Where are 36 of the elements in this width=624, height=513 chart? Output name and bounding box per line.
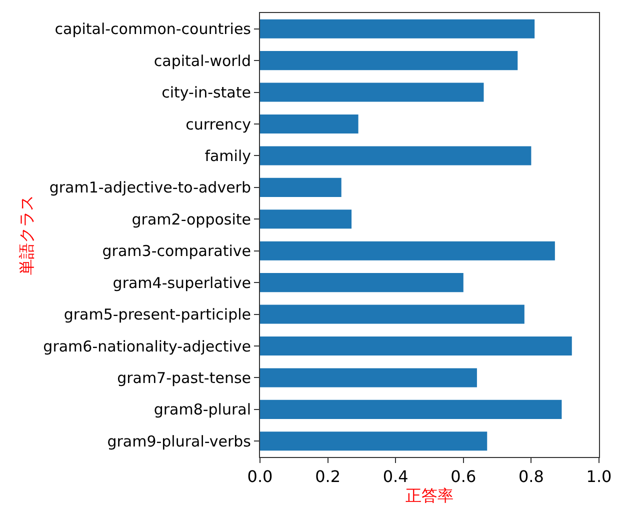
x-tick-label: 0.2 <box>315 467 341 486</box>
bar <box>260 51 518 70</box>
bar <box>260 273 464 292</box>
y-tick-label: gram6-nationality-adjective <box>43 337 251 356</box>
y-tick-label: capital-common-countries <box>54 20 252 38</box>
bar <box>260 146 532 166</box>
bar <box>260 368 477 388</box>
y-tick-label: gram5-present-participle <box>64 306 251 324</box>
bar <box>260 336 572 356</box>
y-tick-label: capital-world <box>154 52 251 70</box>
bar <box>260 304 524 324</box>
bar <box>260 241 555 260</box>
y-tick-label: gram8-plural <box>154 400 251 419</box>
bar <box>260 19 535 38</box>
y-tick-label: gram2-opposite <box>132 210 251 228</box>
x-tick-label: 0.4 <box>382 467 408 486</box>
bar <box>260 432 488 451</box>
x-tick-label: 0.6 <box>450 467 476 486</box>
y-tick-label: city-in-state <box>162 84 251 102</box>
bar <box>260 400 562 419</box>
x-tick-label: 0.8 <box>518 467 544 486</box>
x-tick-label: 0.0 <box>247 467 273 486</box>
y-tick-label: gram9-plural-verbs <box>107 432 252 450</box>
y-tick-label: currency <box>186 115 252 134</box>
y-tick-label: gram4-superlative <box>112 274 251 292</box>
y-tick-label: gram7-past-tense <box>117 368 251 387</box>
y-tick-label: family <box>204 146 252 165</box>
y-axis-title: 単語クラス <box>17 195 36 275</box>
y-tick-label: gram3-comparative <box>102 242 251 260</box>
bar <box>260 210 352 229</box>
bar <box>260 82 484 102</box>
bar <box>260 178 342 197</box>
x-axis-title: 正答率 <box>406 486 454 506</box>
x-tick-label: 1.0 <box>586 467 612 486</box>
bar <box>260 114 358 134</box>
y-tick-label: gram1-adjective-to-adverb <box>49 178 251 197</box>
